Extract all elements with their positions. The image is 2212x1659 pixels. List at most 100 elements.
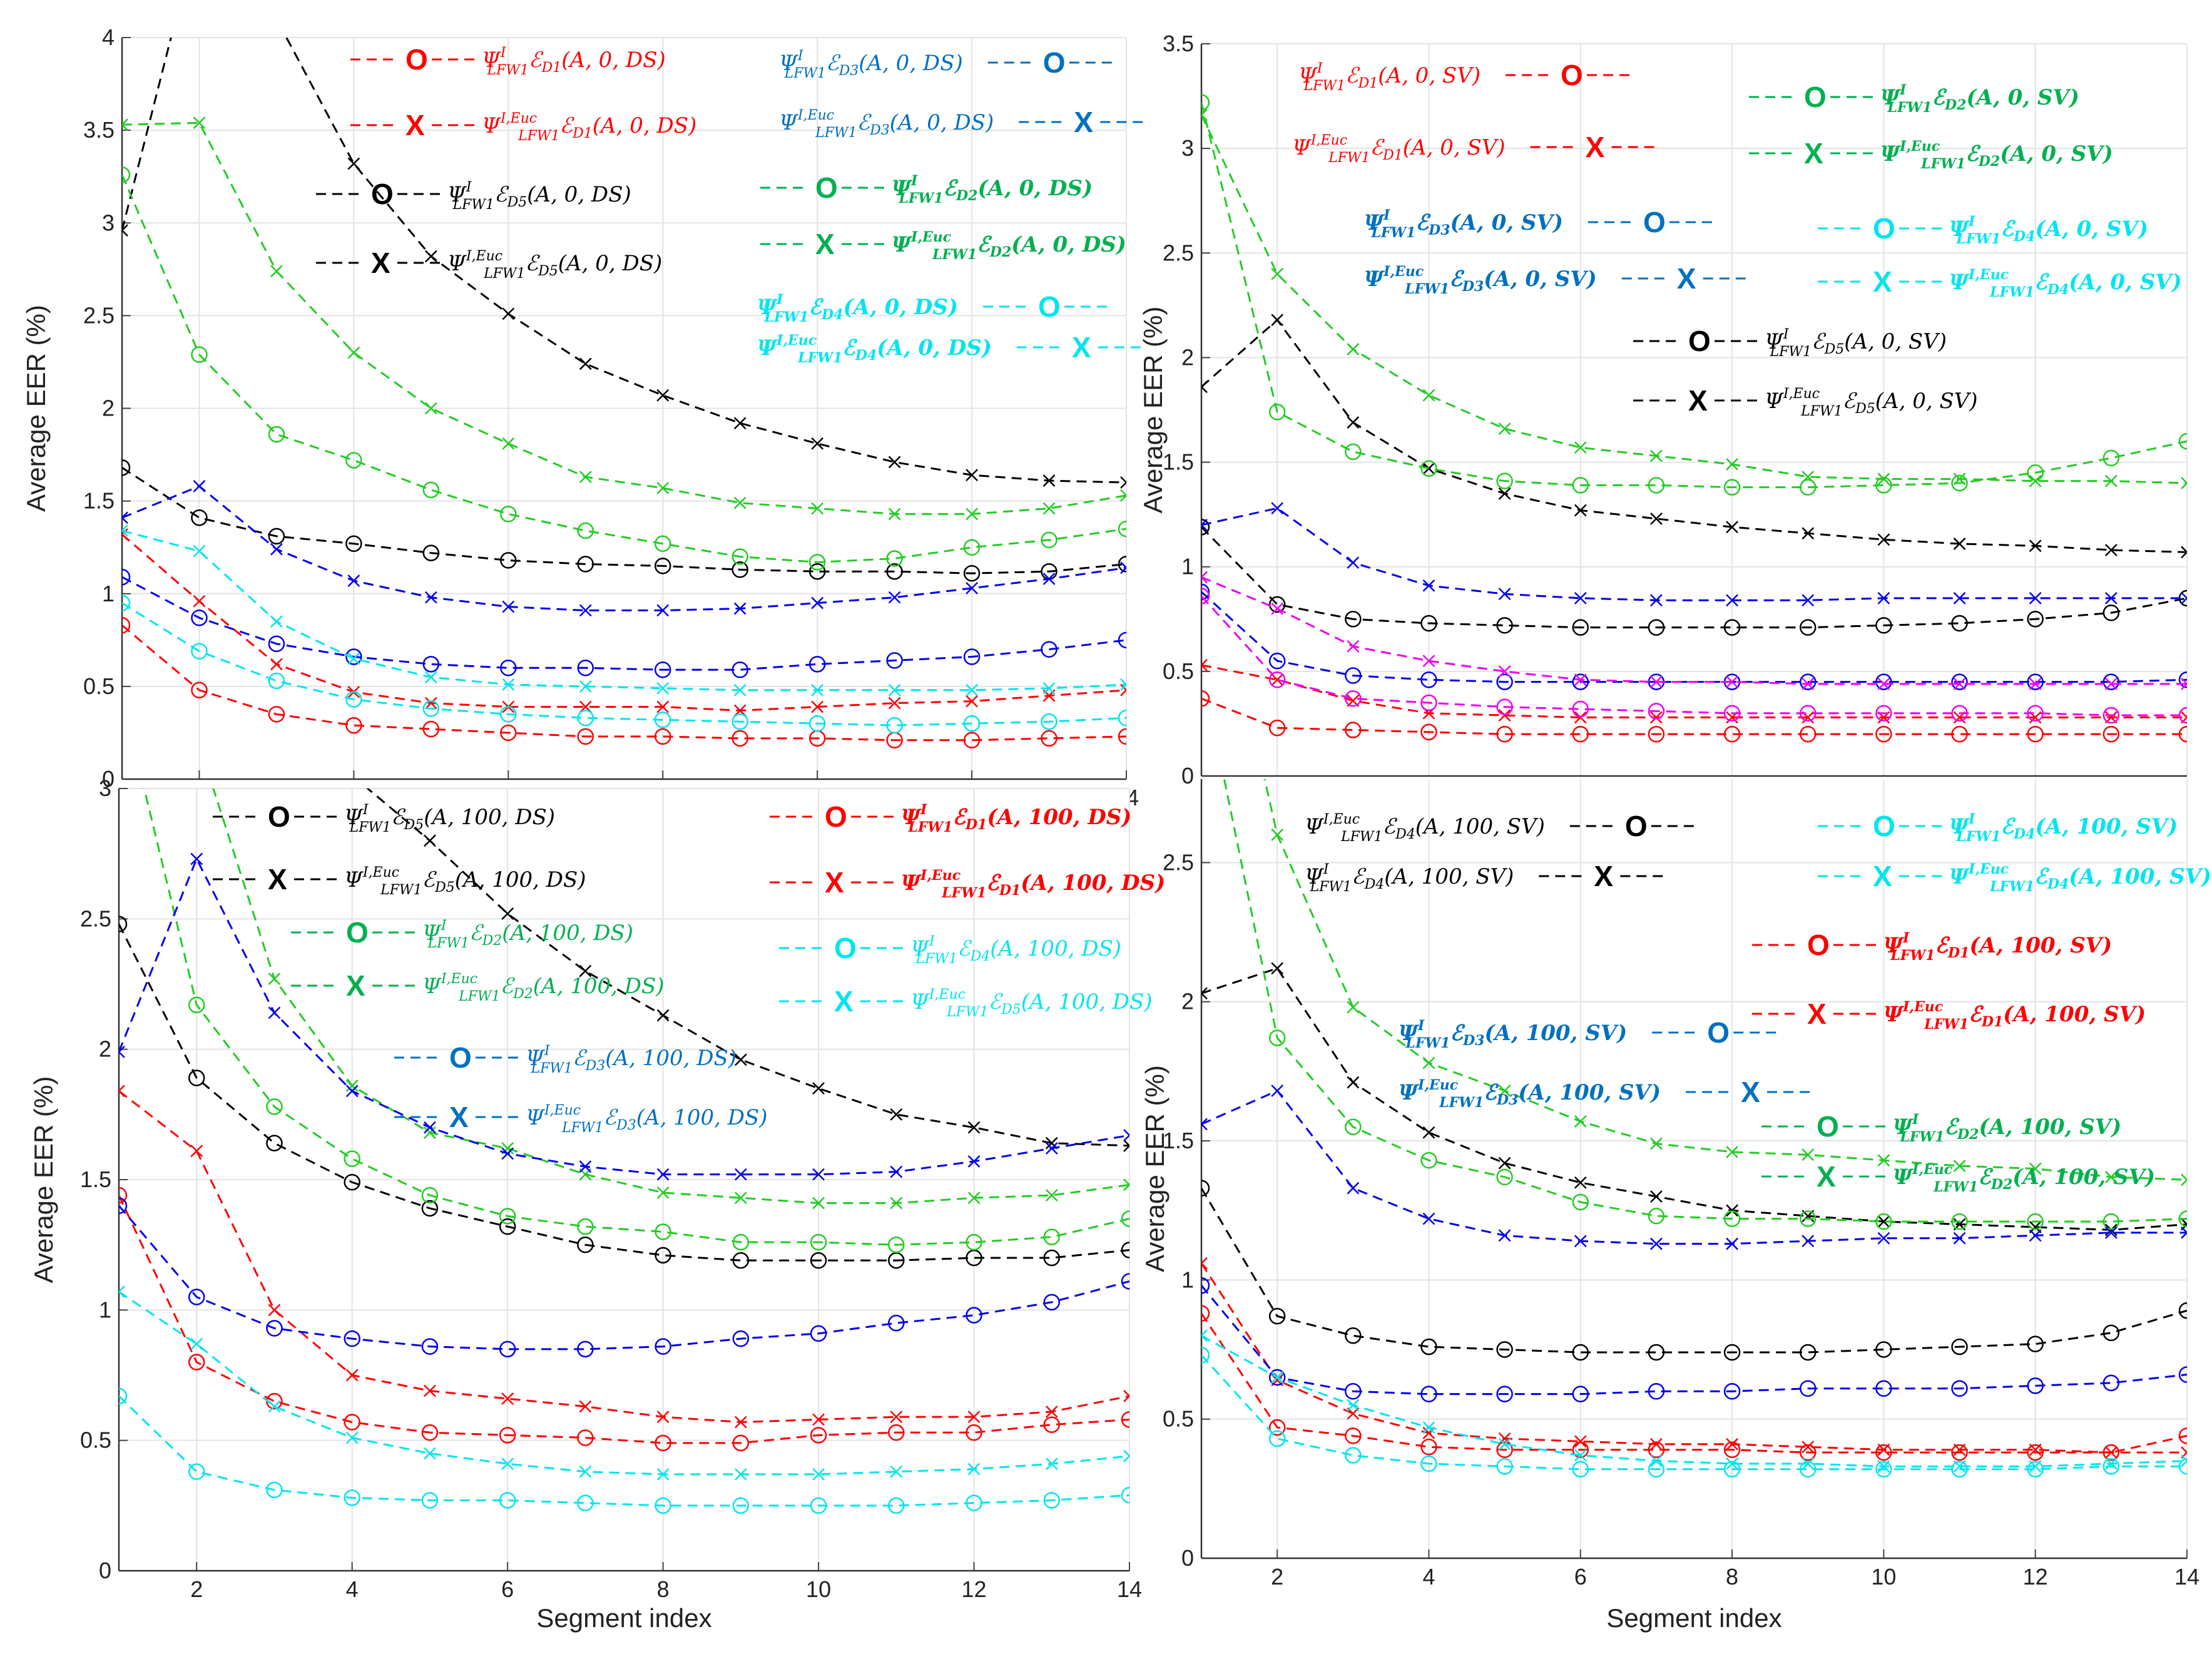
data-point-cross bbox=[424, 1384, 436, 1397]
data-point-cross bbox=[890, 1108, 903, 1121]
data-point-cross bbox=[656, 681, 670, 695]
legend-marker-symbol: O bbox=[371, 178, 394, 210]
data-point-cross bbox=[347, 346, 360, 359]
legend-marker-symbol: O bbox=[346, 916, 369, 949]
data-point-cross bbox=[1726, 458, 1738, 471]
series-line bbox=[122, 38, 1126, 484]
data-point-cross bbox=[424, 834, 436, 847]
legend-entry: O ΨI LFW1ℰD1(A, 100, SV) bbox=[1752, 929, 2112, 964]
data-point-circle bbox=[886, 652, 903, 669]
data-point-cross bbox=[1574, 591, 1587, 605]
data-point-cross bbox=[1422, 1212, 1435, 1225]
legend-entry: ΨI,Euc LFW1ℰD4(A, 0, DS) X bbox=[757, 331, 1142, 366]
series-line bbox=[1201, 1262, 2187, 1454]
legend-entry: X ΨI,Euc LFW1ℰD3(A, 100, DS) bbox=[394, 1101, 768, 1136]
data-point-cross bbox=[2104, 591, 2118, 605]
data-point-circle bbox=[1572, 1386, 1589, 1402]
data-point-circle bbox=[1875, 617, 1892, 634]
data-point-cross bbox=[1574, 673, 1587, 687]
legend-marker-symbol: O bbox=[1804, 81, 1827, 113]
series-line bbox=[122, 121, 1126, 515]
data-point-circle bbox=[963, 564, 981, 582]
series-line bbox=[119, 856, 1129, 1176]
data-point-circle bbox=[1799, 1461, 1817, 1478]
data-point-circle bbox=[1268, 404, 1286, 421]
legend-marker-symbol: X bbox=[1873, 265, 1892, 298]
data-point-cross bbox=[347, 652, 360, 665]
data-point-circle bbox=[886, 717, 903, 734]
data-point-cross bbox=[1271, 1085, 1284, 1097]
data-point-cross bbox=[190, 1337, 203, 1350]
data-point-cross bbox=[119, 1285, 125, 1299]
y-tick-label: 2 bbox=[1181, 989, 1194, 1014]
legend-label: ΨI,Euc LFW1ℰD3(A, 0, SV) bbox=[1364, 263, 1597, 297]
data-point-cross bbox=[967, 1121, 981, 1134]
data-point-cross bbox=[1347, 1076, 1360, 1089]
series-line bbox=[122, 485, 1126, 611]
series-line bbox=[119, 1205, 1129, 1350]
data-point-cross bbox=[1271, 1371, 1284, 1384]
y-axis-label: Average EER (%) bbox=[1140, 1065, 1170, 1272]
data-point-cross bbox=[733, 683, 747, 697]
data-point-cross bbox=[1123, 1449, 1129, 1462]
data-point-circle bbox=[422, 720, 440, 738]
legend-entry: X ΨI,Euc LFW1ℰD5(A, 100, DS) bbox=[213, 863, 586, 898]
data-point-cross bbox=[1953, 591, 1966, 605]
series-line bbox=[119, 1195, 1129, 1444]
y-tick-label: 0.5 bbox=[80, 1427, 111, 1453]
legend-label: ΨI,Euc LFW1ℰD5(A, 100, DS) bbox=[344, 865, 586, 898]
data-point-cross bbox=[424, 697, 437, 710]
data-point-cross bbox=[2029, 539, 2042, 553]
data-point-cross bbox=[1498, 709, 1511, 722]
x-tick-label: 2 bbox=[190, 1576, 203, 1602]
legend-marker-symbol: X bbox=[1817, 1160, 1836, 1193]
data-point-circle bbox=[1118, 709, 1126, 727]
legend-label: ΨI,Euc LFW1ℰD3(A, 100, SV) bbox=[1399, 1077, 1661, 1111]
data-point-cross bbox=[2104, 1226, 2118, 1239]
legend-label: ΨI LFW1ℰD3(A, 100, DS) bbox=[526, 1043, 736, 1076]
series-line bbox=[1201, 507, 2187, 601]
data-point-cross bbox=[1953, 1460, 1966, 1473]
data-point-cross bbox=[190, 852, 203, 865]
data-point-cross bbox=[1802, 594, 1815, 607]
legend-entry: O ΨI LFW1ℰD2(A, 100, DS) bbox=[291, 916, 633, 951]
data-point-cross bbox=[424, 250, 437, 263]
legend-marker-symbol: X bbox=[268, 863, 287, 896]
data-point-cross bbox=[1574, 1176, 1587, 1189]
legend-entry: X ΨI,Euc LFW1ℰD1(A, 100, SV) bbox=[1752, 998, 2146, 1033]
data-point-cross bbox=[2181, 591, 2187, 605]
legend-label: ΨI LFW1ℰD4(A, 0, SV) bbox=[1949, 213, 2148, 247]
data-point-cross bbox=[501, 907, 514, 920]
data-point-circle bbox=[2027, 1377, 2044, 1394]
legend-entry: O ΨI LFW1ℰD5(A, 0, SV) bbox=[1633, 325, 1947, 360]
data-point-cross bbox=[424, 402, 437, 415]
data-point-circle bbox=[345, 535, 362, 553]
legend-marker-symbol: O bbox=[405, 43, 428, 76]
series-line bbox=[122, 602, 1126, 727]
y-tick-label: 1 bbox=[99, 1297, 111, 1322]
data-point-circle bbox=[1496, 1168, 1513, 1186]
chart-panel-bottom-right: 0 0.5 1 1.5 2 2.5 2 4 6 8 10 12 14 Average EER (%) Seg… bbox=[1140, 779, 2211, 1633]
data-point-circle bbox=[888, 1314, 905, 1332]
series-line bbox=[212, 789, 1129, 1204]
data-point-cross bbox=[1650, 675, 1663, 688]
data-point-circle bbox=[2102, 1374, 2120, 1392]
legend-entry: ΨI LFW1ℰD3(A, 100, SV) O bbox=[1399, 1016, 1778, 1051]
data-point-circle bbox=[2102, 1213, 2120, 1230]
legend-label: ΨI,Euc LFW1ℰD3(A, 100, DS) bbox=[526, 1103, 768, 1136]
data-point-circle bbox=[1420, 1438, 1437, 1456]
data-point-cross bbox=[812, 1197, 825, 1210]
data-point-circle bbox=[808, 656, 826, 673]
chart-panel-top-right: 0 0.5 1 1.5 2 2.5 3 3.5 Average EER (%) ΨI LFW1ℰD1… bbox=[1138, 31, 2188, 789]
data-point-cross bbox=[656, 1411, 670, 1424]
data-point-circle bbox=[1875, 1461, 1892, 1478]
data-point-circle bbox=[2178, 1366, 2187, 1383]
data-point-circle bbox=[421, 1492, 439, 1509]
data-point-cross bbox=[966, 581, 978, 595]
data-point-cross bbox=[1271, 267, 1284, 280]
data-point-circle bbox=[1799, 1344, 1817, 1361]
legend-entry: O ΨI LFW1ℰD4(A, 100, SV) bbox=[1818, 810, 2178, 845]
data-point-cross bbox=[579, 1465, 592, 1478]
chart-panel-bottom-left: 0 0.5 1 1.5 2 2.5 3 2 4 6 8 10 12 14 Average EER (%) Se… bbox=[29, 775, 1165, 1633]
legend-entry: O ΨI LFW1ℰD3(A, 100, DS) bbox=[394, 1041, 736, 1076]
